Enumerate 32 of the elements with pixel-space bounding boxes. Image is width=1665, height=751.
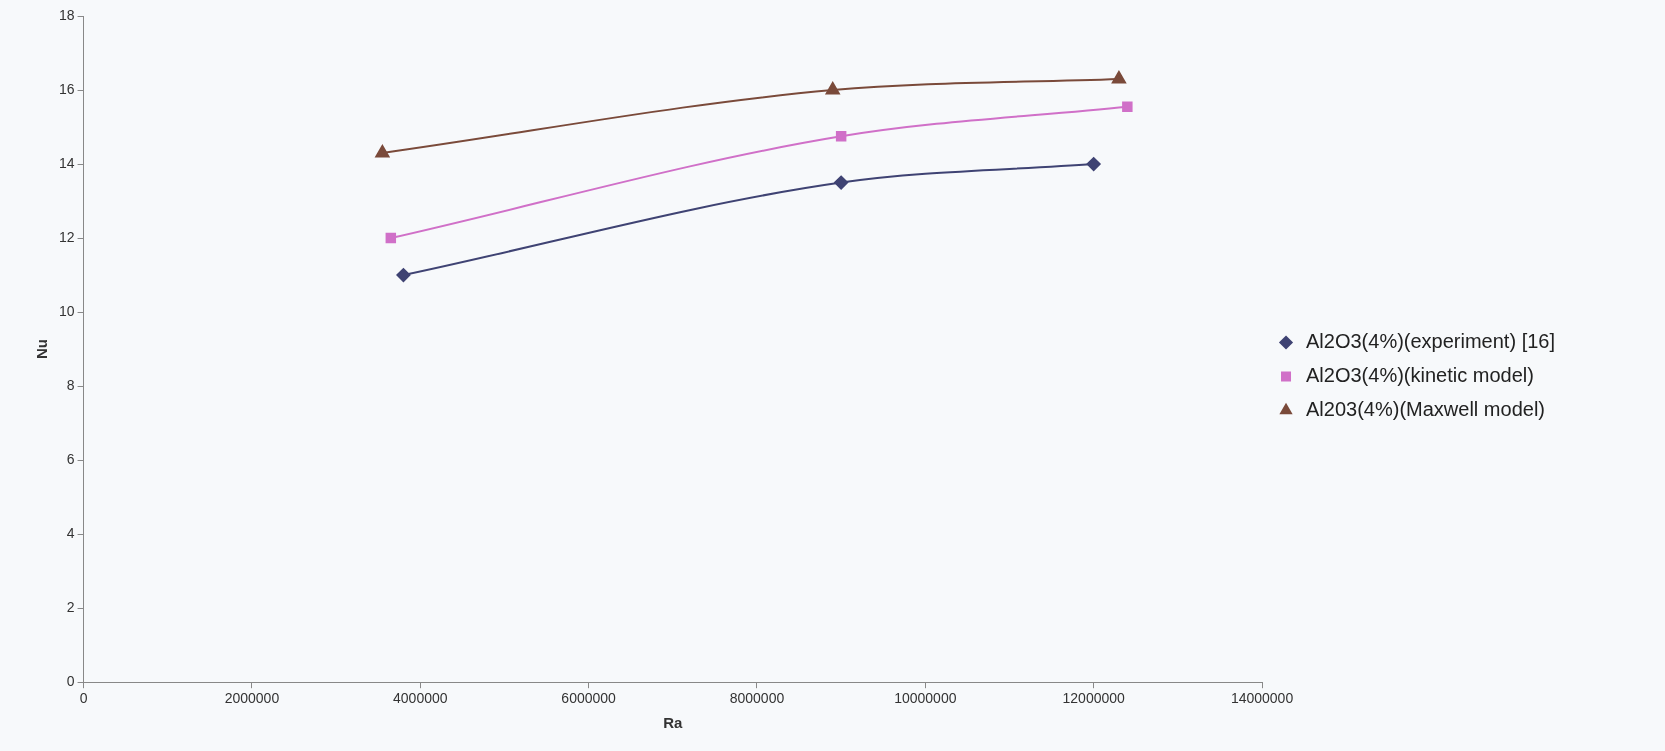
point — [396, 268, 411, 283]
x-tick-label: 8000000 — [729, 690, 785, 707]
y-tick-label: 8 — [66, 376, 75, 393]
y-tick-label: 12 — [58, 228, 75, 245]
x-tick-label: 14000000 — [1230, 690, 1294, 707]
point — [834, 175, 849, 190]
y-tick-label: 2 — [66, 599, 75, 616]
point — [835, 131, 847, 142]
x-tick-label: 0 — [79, 690, 88, 707]
point — [375, 144, 390, 158]
x-tick-label: 12000000 — [1062, 690, 1126, 707]
point — [1122, 101, 1133, 112]
x-tick-label: 10000000 — [894, 690, 957, 707]
y-tick-label: 18 — [58, 6, 75, 23]
y-tick-label: 10 — [58, 302, 75, 319]
y-tick-label: 14 — [58, 154, 75, 171]
legend-label: Al203(4%)(Maxwell model) — [1306, 398, 1545, 421]
x-tick-label: 4000000 — [393, 690, 448, 707]
y-tick-label: 4 — [66, 525, 75, 542]
x-tick-label: 6000000 — [561, 690, 617, 707]
y-axis-title: Nu — [33, 339, 51, 360]
y-tick-label: 0 — [66, 673, 75, 690]
legend-label: Al2O3(4%)(kinetic model) — [1306, 364, 1534, 387]
point — [825, 82, 840, 95]
y-tick-label: 16 — [58, 80, 75, 97]
x-axis-title: Ra — [663, 714, 684, 732]
point — [1086, 157, 1101, 172]
point — [385, 232, 397, 244]
point — [1111, 70, 1126, 84]
y-tick-label: 6 — [66, 450, 75, 467]
x-tick-label: 2000000 — [224, 690, 280, 707]
legend-label: Al2O3(4%)(experiment) [16] — [1306, 330, 1555, 353]
